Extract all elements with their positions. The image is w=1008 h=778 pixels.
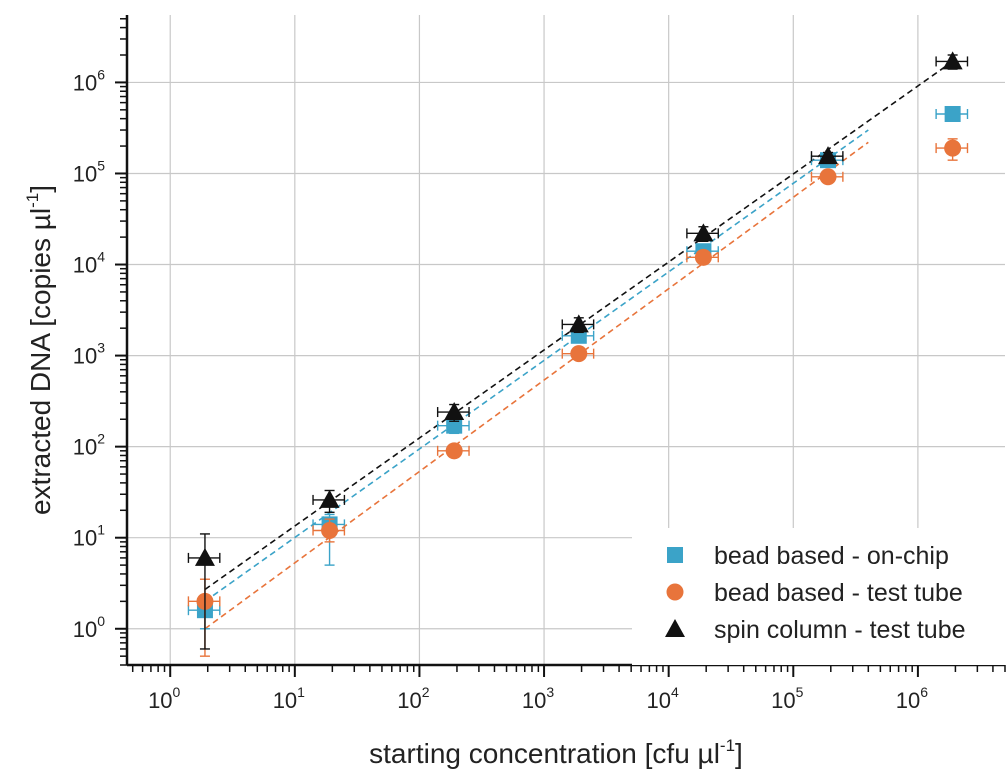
x-tick-label: 105	[771, 684, 803, 713]
y-axis-title: extracted DNA [copies µl-1]	[23, 185, 56, 515]
y-tick-label: 102	[73, 431, 105, 460]
data-point-triangle	[568, 314, 589, 333]
y-tick-label: 100	[73, 613, 105, 642]
data-point-triangle	[194, 547, 215, 566]
y-tick-label: 101	[73, 522, 105, 551]
y-tick-label: 103	[73, 340, 105, 369]
x-tick-label: 104	[647, 684, 679, 713]
data-point-triangle	[942, 51, 963, 70]
x-axis-title: starting concentration [cfu µl-1]	[369, 736, 743, 769]
x-tick-label: 102	[397, 684, 429, 713]
series-2	[187, 51, 969, 650]
data-point-circle	[445, 442, 463, 460]
legend: bead based - on-chip bead based - test tu…	[632, 528, 1008, 665]
data-point-circle	[944, 139, 962, 157]
x-tick-label: 100	[148, 684, 180, 713]
legend-marker	[666, 583, 684, 601]
legend-label: bead based - on-chip	[714, 542, 949, 570]
legend-label: bead based - test tube	[714, 579, 963, 607]
data-point-triangle	[693, 223, 714, 242]
legend-item: bead based - test tube	[666, 579, 963, 607]
data-point-circle	[694, 248, 712, 266]
fit-line	[204, 141, 869, 630]
legend-item: spin column - test tube	[665, 616, 966, 644]
legend-marker	[665, 619, 685, 637]
data-point-triangle	[319, 489, 340, 508]
legend-box	[632, 528, 1008, 665]
legend-marker	[667, 547, 683, 563]
legend-label: spin column - test tube	[714, 616, 966, 644]
data-point-circle	[321, 521, 339, 539]
x-tick-label: 103	[522, 684, 554, 713]
data-point-square	[944, 105, 961, 122]
data-point-circle	[819, 168, 837, 186]
legend-item: bead based - on-chip	[667, 542, 949, 570]
y-tick-label: 105	[73, 157, 105, 186]
y-tick-label: 106	[73, 66, 105, 95]
data-point-triangle	[444, 402, 465, 421]
data-point-triangle	[818, 146, 839, 165]
x-tick-label: 101	[273, 684, 305, 713]
grid-lines	[127, 15, 1005, 665]
x-tick-label: 106	[896, 684, 928, 713]
data-points	[187, 51, 969, 657]
axes: 100 101 102 103 104 105 106 100 101 102 103 104 105 1…	[23, 15, 1006, 769]
y-tick-label: 104	[73, 249, 105, 278]
fit-line	[204, 129, 869, 603]
series-1	[187, 138, 969, 657]
data-point-circle	[570, 345, 588, 363]
